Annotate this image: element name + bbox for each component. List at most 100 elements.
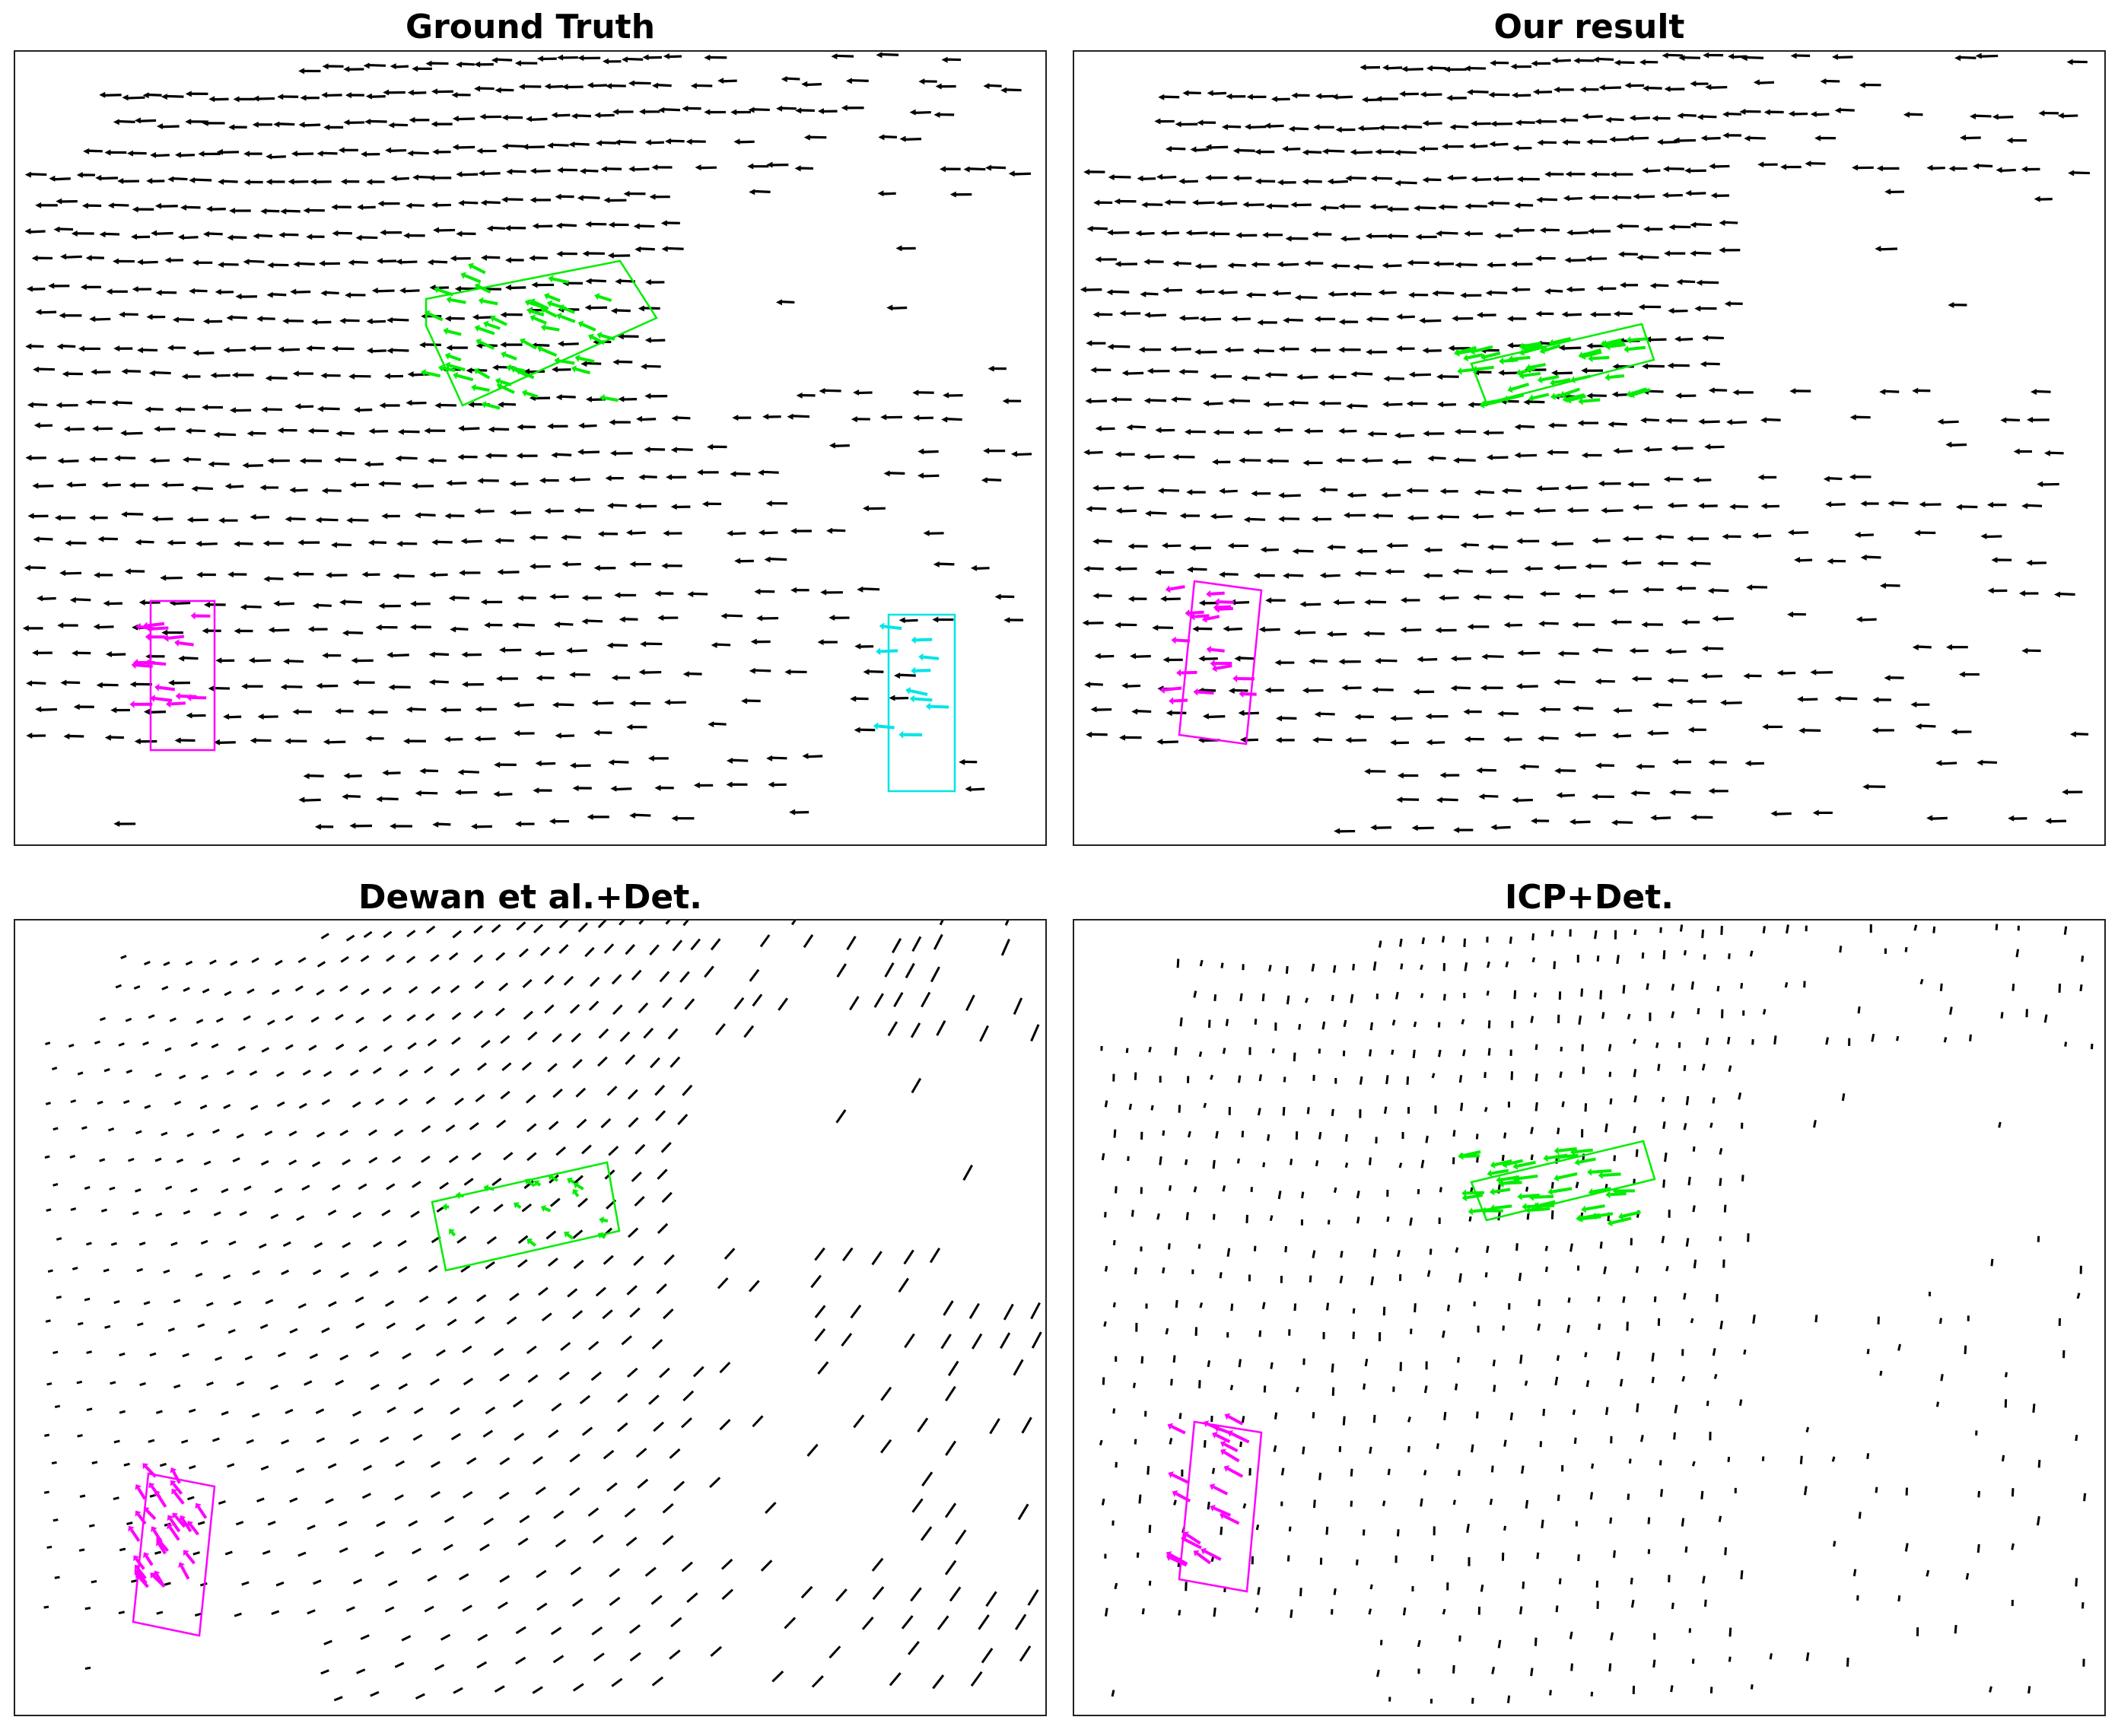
- flow-vector: [360, 236, 378, 240]
- flow-vector: [310, 1016, 320, 1023]
- flow-vector: [1575, 1181, 1579, 1188]
- flow-vector: [675, 447, 693, 451]
- flow-vector: [2027, 1686, 2031, 1694]
- flow-vector: [1762, 1009, 1767, 1015]
- flow-vector: [1762, 926, 1767, 934]
- flow-vector: [930, 966, 940, 983]
- flow-vector: [1533, 992, 1537, 998]
- flow-vector: [541, 1312, 552, 1322]
- flow-vector: [107, 1127, 115, 1132]
- flow-vector: [1187, 1130, 1191, 1138]
- flow-vector: [1544, 1245, 1548, 1251]
- flow-vector: [539, 946, 551, 956]
- object-flow-arrowhead: [1554, 1146, 1560, 1155]
- flow-vector: [1521, 1465, 1525, 1474]
- object-flow-vector: [600, 333, 615, 341]
- flow-vector: [615, 309, 631, 313]
- object-flow-arrowhead: [1172, 1490, 1178, 1497]
- flow-vector: [462, 427, 480, 431]
- object-flow-arrowhead: [150, 1572, 157, 1579]
- object-flow-arrowhead: [1220, 1448, 1226, 1456]
- flow-vector: [1608, 1071, 1612, 1077]
- object-flow-arrowhead: [1183, 1531, 1190, 1538]
- flow-vector: [1331, 1363, 1334, 1373]
- object-flow-vector: [442, 366, 456, 372]
- flow-vector: [1678, 337, 1693, 342]
- magenta-vehicle-box: [129, 599, 216, 752]
- flow-vector: [1610, 1632, 1614, 1641]
- flow-vector: [1740, 983, 1744, 989]
- flow-vector: [182, 1353, 189, 1358]
- object-flow-arrowhead: [1569, 1148, 1576, 1156]
- flow-vector: [1220, 202, 1238, 205]
- green-vehicle-box: [1458, 1140, 1656, 1227]
- flow-vector: [1304, 603, 1321, 606]
- flow-vector: [187, 1496, 195, 1501]
- object-flow-arrowhead: [918, 653, 924, 661]
- flow-vector: [483, 1517, 495, 1525]
- flow-vector: [619, 1031, 631, 1042]
- object-flow-arrowhead: [547, 300, 553, 308]
- flow-vector: [1293, 1303, 1297, 1312]
- flow-vector: [949, 1586, 962, 1602]
- flow-vector: [552, 1655, 564, 1664]
- flow-vector: [76, 1380, 83, 1385]
- flow-vector: [456, 1235, 467, 1244]
- flow-vector: [2043, 1014, 2048, 1023]
- flow-vector: [1995, 924, 1999, 930]
- flow-vector: [224, 1550, 233, 1556]
- flow-vector: [659, 971, 670, 983]
- flow-vector: [1385, 494, 1401, 497]
- flow-vector: [1227, 627, 1243, 631]
- flow-vector: [1773, 1035, 1777, 1044]
- flow-vector: [2001, 1455, 2005, 1462]
- flow-vector: [1664, 1153, 1668, 1162]
- object-flow-arrowhead: [135, 1572, 142, 1579]
- flow-vector: [560, 395, 576, 399]
- flow-vector: [1165, 1327, 1169, 1335]
- flow-vector: [195, 1273, 203, 1278]
- object-flow-arrowhead: [1455, 349, 1460, 357]
- flow-vector: [1724, 701, 1742, 704]
- object-flow-arrowhead: [129, 700, 135, 708]
- object-flow-vector: [1582, 398, 1601, 403]
- flow-vector: [560, 1341, 571, 1351]
- flow-vector: [1674, 1404, 1678, 1413]
- object-flow-vector: [600, 1234, 606, 1239]
- flow-vector: [1126, 371, 1144, 375]
- object-flow-vector: [1213, 1506, 1232, 1517]
- flow-vector: [1112, 1302, 1116, 1308]
- object-flow-arrowhead: [143, 1552, 150, 1559]
- flow-vector: [569, 1003, 580, 1014]
- flow-vector: [345, 934, 355, 942]
- flow-vector: [1603, 1266, 1608, 1275]
- flow-vector: [58, 227, 74, 231]
- object-flow-vector: [475, 386, 490, 393]
- flow-vector: [418, 1296, 429, 1303]
- flow-vector: [752, 994, 763, 1007]
- object-flow-vector: [178, 641, 194, 647]
- flow-vector: [1378, 940, 1382, 948]
- flow-vector: [278, 602, 294, 606]
- flow-vector: [355, 1322, 365, 1329]
- object-flow-vector: [1609, 343, 1626, 348]
- flow-vector: [692, 1366, 704, 1378]
- flow-vector: [1509, 936, 1512, 944]
- flow-vector: [1619, 1378, 1623, 1387]
- flow-vector: [1566, 313, 1582, 316]
- flow-vector: [1519, 1606, 1523, 1615]
- flow-vector: [283, 233, 299, 237]
- flow-vector: [1520, 685, 1538, 688]
- flow-vector: [109, 1186, 116, 1191]
- object-flow-vector: [167, 634, 185, 640]
- object-flow-arrowhead: [495, 377, 501, 385]
- flow-vector: [349, 1069, 359, 1076]
- flow-vector: [589, 976, 600, 987]
- flow-vector: [1382, 1500, 1386, 1506]
- flow-vector: [1369, 1446, 1372, 1454]
- magenta-vehicle-box: [128, 1463, 216, 1637]
- flow-vector: [456, 145, 475, 149]
- flow-vector: [572, 1058, 583, 1069]
- flow-vector: [262, 1550, 271, 1555]
- flow-vector: [1426, 1270, 1431, 1277]
